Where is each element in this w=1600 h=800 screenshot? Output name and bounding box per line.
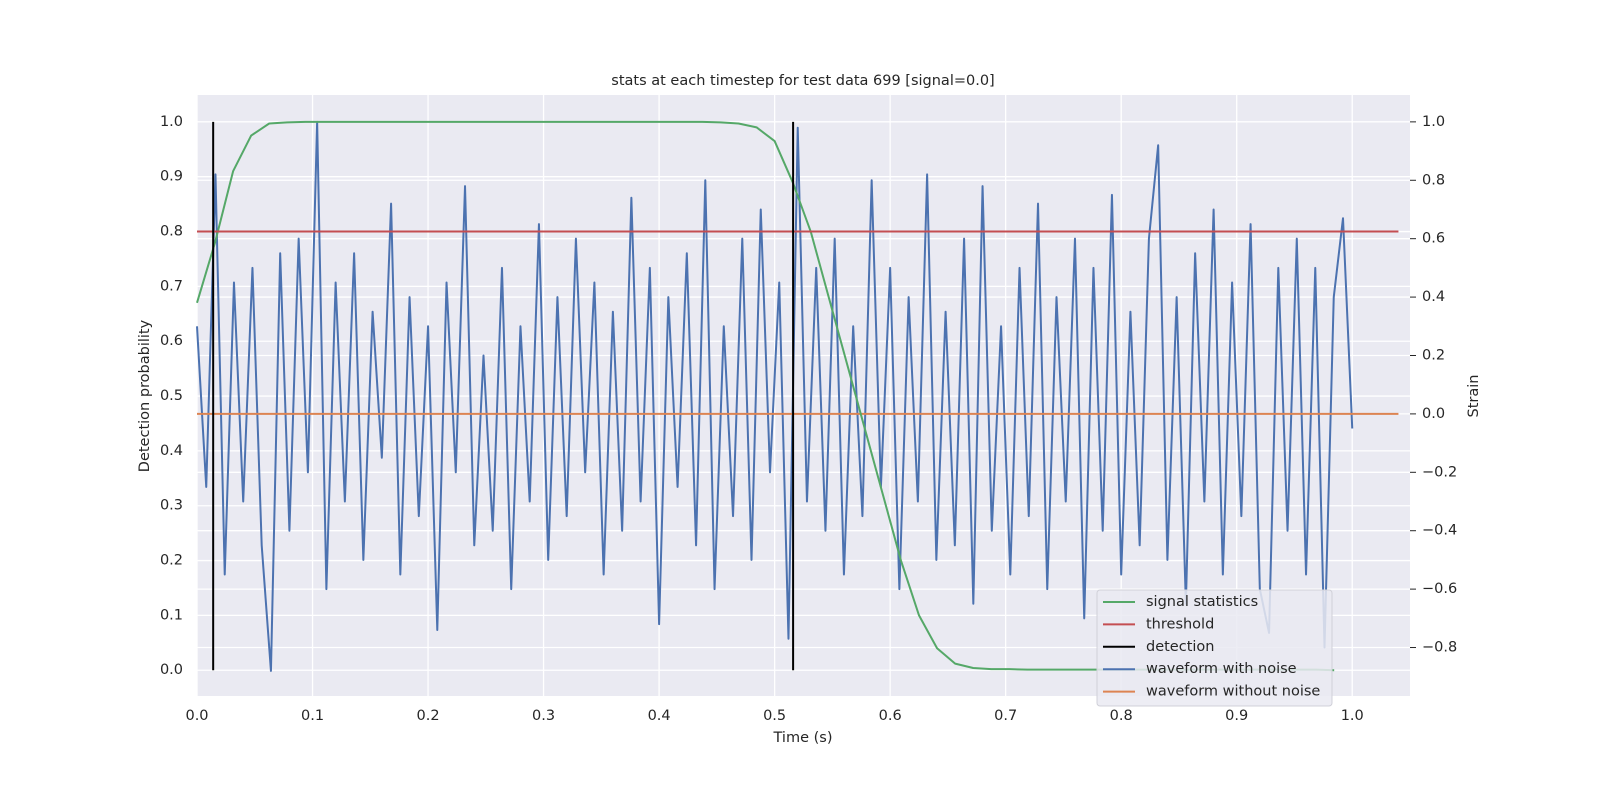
x-axis-label: Time (s) xyxy=(773,730,833,746)
y-tick-label: 0.9 xyxy=(160,169,183,185)
y-tick-label: 0.4 xyxy=(160,443,183,459)
y2-tick-label: 0.4 xyxy=(1422,289,1445,305)
x-tick-label: 0.2 xyxy=(417,708,440,724)
y-tick-label: 1.0 xyxy=(160,114,183,130)
legend-label: signal statistics xyxy=(1146,594,1258,610)
y-axis-label: Detection probability xyxy=(137,319,153,472)
y-tick-label: 0.5 xyxy=(160,388,183,404)
x-tick-label: 0.1 xyxy=(301,708,324,724)
y2-tick-label: 0.0 xyxy=(1422,406,1445,422)
legend-label: threshold xyxy=(1146,616,1214,632)
y2-tick-label: 0.6 xyxy=(1422,231,1445,247)
legend-label: waveform without noise xyxy=(1146,684,1320,700)
y2-tick-label: −0.6 xyxy=(1422,581,1457,597)
x-tick-label: 0.4 xyxy=(648,708,671,724)
x-tick-label: 0.9 xyxy=(1225,708,1248,724)
y2-tick-label: −0.8 xyxy=(1422,640,1457,656)
legend-label: waveform with noise xyxy=(1146,661,1297,677)
y-tick-label: 0.3 xyxy=(160,498,183,514)
y2-tick-label: 1.0 xyxy=(1422,114,1445,130)
x-tick-label: 1.0 xyxy=(1341,708,1364,724)
y-tick-label: 0.2 xyxy=(160,553,183,569)
y-tick-label: 0.0 xyxy=(160,662,183,678)
y-tick-label: 0.8 xyxy=(160,224,183,240)
y-tick-label: 0.6 xyxy=(160,333,183,349)
y-tick-label: 0.1 xyxy=(160,607,183,623)
legend-box xyxy=(1096,589,1333,707)
y2-tick-label: 0.2 xyxy=(1422,347,1445,363)
series-line xyxy=(196,120,1354,672)
y2-tick-label: −0.4 xyxy=(1422,523,1457,539)
x-tick-label: 0.5 xyxy=(763,708,786,724)
y2-tick-label: 0.8 xyxy=(1422,172,1445,188)
x-tick-label: 0.3 xyxy=(532,708,555,724)
x-tick-label: 0.0 xyxy=(185,708,208,724)
y-tick-label: 0.7 xyxy=(160,278,183,294)
x-tick-label: 0.8 xyxy=(1110,708,1133,724)
y2-tick-label: −0.2 xyxy=(1422,464,1457,480)
chart-title: stats at each timestep for test data 699… xyxy=(611,73,994,89)
y2-axis-label: Strain xyxy=(1466,375,1482,418)
x-tick-label: 0.7 xyxy=(994,708,1017,724)
x-tick-label: 0.6 xyxy=(879,708,902,724)
legend-label: detection xyxy=(1146,639,1214,655)
